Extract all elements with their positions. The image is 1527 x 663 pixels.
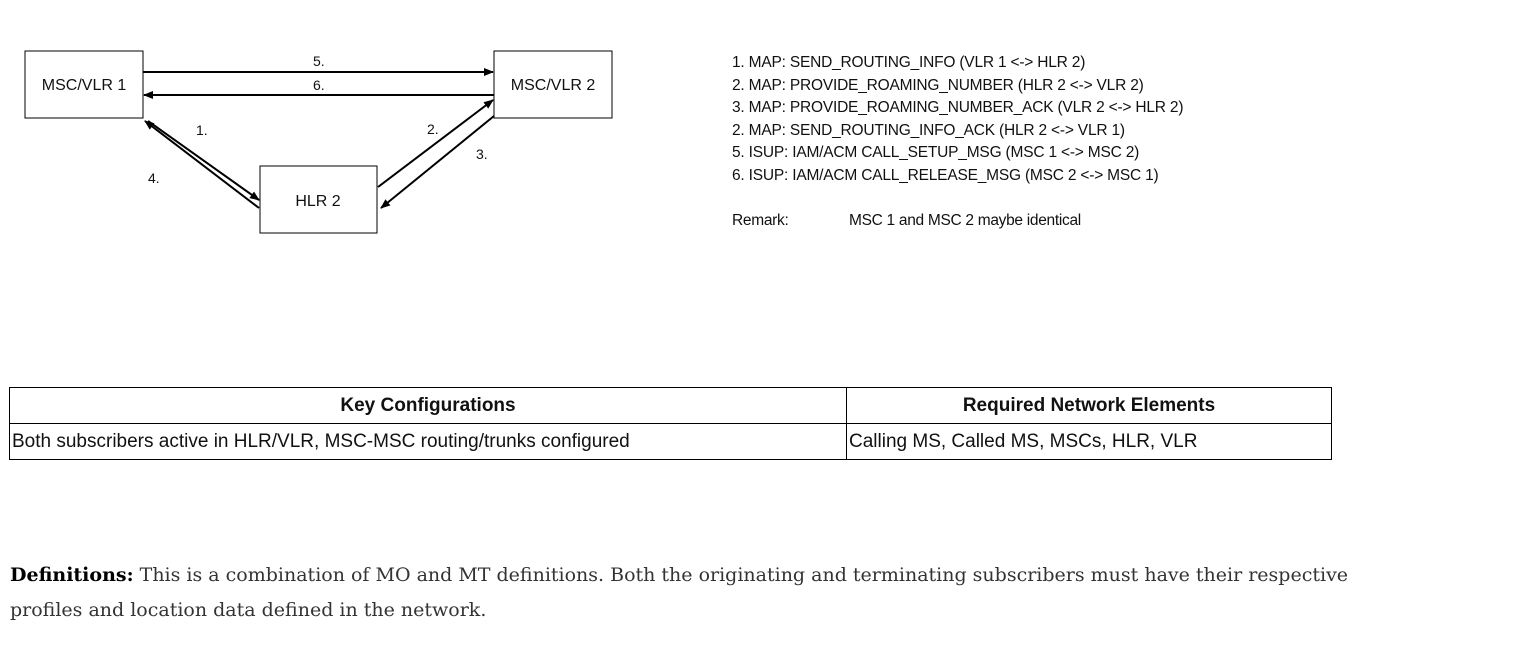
legend-item: 2. MAP: PROVIDE_ROAMING_NUMBER (HLR 2 <-… — [732, 76, 1144, 94]
node-msc-vlr-2-label: MSC/VLR 2 — [511, 77, 596, 94]
header-key-configurations: Key Configurations — [9, 387, 847, 424]
legend-item: 5. ISUP: IAM/ACM CALL_SETUP_MSG (MSC 1 <… — [732, 144, 1140, 161]
legend-item: 1. MAP: SEND_ROUTING_INFO (VLR 1 <-> HLR… — [732, 54, 1086, 71]
configuration-table: Key Configurations Required Network Elem… — [9, 387, 1332, 460]
header-required-network-elements: Required Network Elements — [846, 387, 1332, 424]
definitions-label: Definitions: — [10, 564, 134, 586]
legend-item: 3. MAP: PROVIDE_ROAMING_NUMBER_ACK (VLR … — [732, 99, 1184, 116]
edge-2-label: 2. — [427, 121, 439, 137]
node-msc-vlr-2: MSC/VLR 2 — [493, 50, 613, 119]
definitions-paragraph: Definitions: This is a combination of MO… — [10, 558, 1350, 628]
legend-item: 2. MAP: SEND_ROUTING_INFO_ACK (HLR 2 <->… — [732, 121, 1125, 139]
table-header-row: Key Configurations Required Network Elem… — [9, 387, 1332, 424]
node-hlr-2-label: HLR 2 — [295, 193, 340, 210]
definitions-text: This is a combination of MO and MT defin… — [10, 564, 1349, 621]
call-flow-diagram: MSC/VLR 1 MSC/VLR 2 HLR 2 5. 6. 1. 4. 2.… — [24, 50, 613, 234]
message-legend: 1. MAP: SEND_ROUTING_INFO (VLR 1 <-> HLR… — [732, 52, 1183, 187]
edge-3-label: 3. — [476, 146, 488, 162]
remark: Remark: MSC 1 and MSC 2 maybe identical — [732, 212, 1081, 230]
edge-5-label: 5. — [313, 53, 325, 69]
remark-text: MSC 1 and MSC 2 maybe identical — [849, 212, 1081, 229]
edge-1-arrow — [147, 120, 260, 201]
edge-4-arrow — [144, 120, 260, 209]
edge-4-label: 4. — [148, 170, 160, 186]
edge-1-label: 1. — [196, 122, 208, 138]
legend-item: 6. ISUP: IAM/ACM CALL_RELEASE_MSG (MSC 2… — [732, 166, 1159, 184]
table-cell-key-configurations: Both subscribers active in HLR/VLR, MSC-… — [9, 423, 847, 460]
table-cell-network-elements: Calling MS, Called MS, MSCs, HLR, VLR — [846, 423, 1332, 460]
node-hlr-2: HLR 2 — [259, 165, 378, 234]
remark-label: Remark: — [732, 212, 789, 229]
node-msc-vlr-1-label: MSC/VLR 1 — [42, 77, 127, 94]
table-row: Both subscribers active in HLR/VLR, MSC-… — [9, 423, 1332, 460]
edge-6-label: 6. — [313, 77, 325, 93]
edge-2-arrow — [377, 99, 494, 188]
node-msc-vlr-1: MSC/VLR 1 — [24, 50, 144, 119]
edge-3-arrow — [380, 115, 495, 209]
